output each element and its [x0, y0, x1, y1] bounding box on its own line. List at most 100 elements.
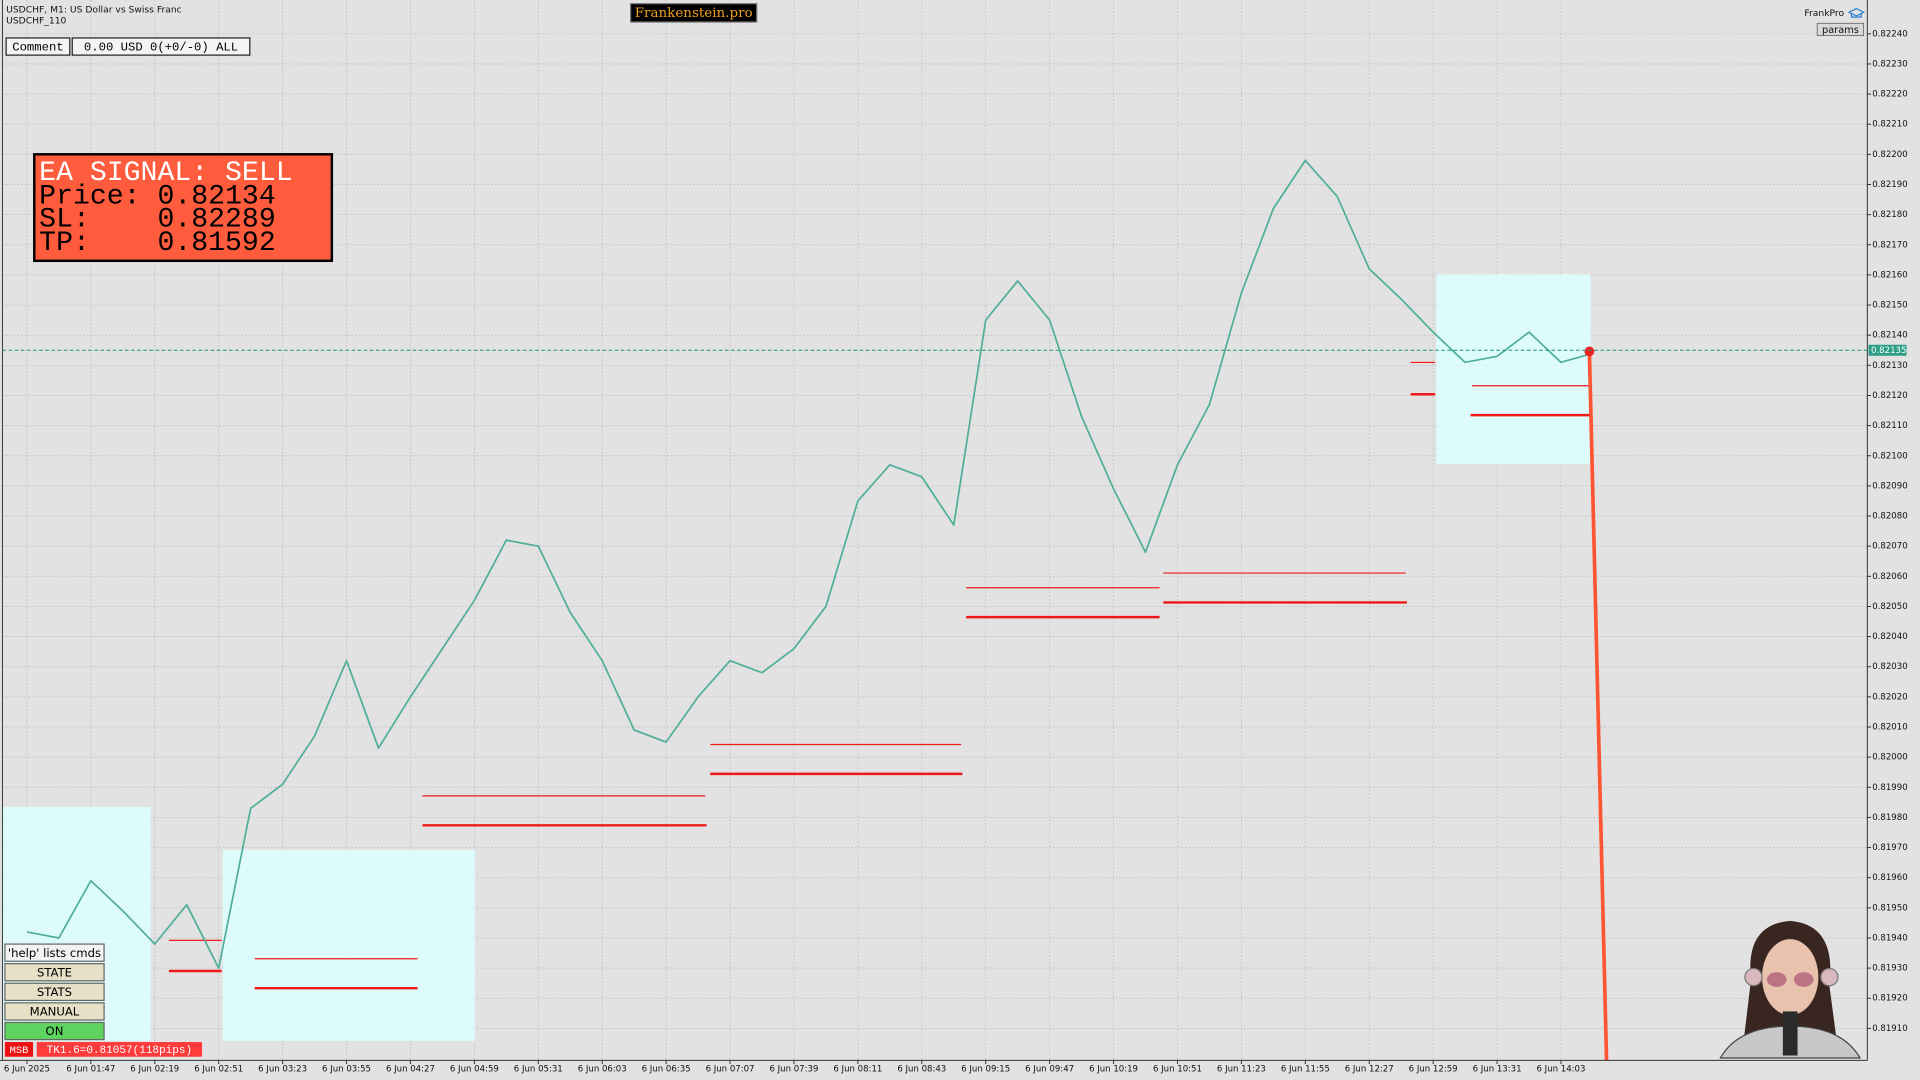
- x-tick-label: 6 Jun 14:03: [1537, 1064, 1586, 1074]
- button-label: MANUAL: [30, 1005, 80, 1019]
- x-tick-label: 6 Jun 08:11: [833, 1064, 882, 1074]
- y-tick-label: 0.82130: [1872, 361, 1907, 371]
- signal-line: Price: 0.82134: [39, 181, 276, 212]
- button-label: 'help' lists cmds: [8, 946, 101, 960]
- x-tick-label: 6 Jun 07:07: [706, 1064, 755, 1074]
- avatar-face: [1762, 939, 1819, 1016]
- avatar-glasses: [1793, 972, 1814, 987]
- zone: [1436, 274, 1591, 465]
- y-tick-label: 0.82220: [1872, 90, 1907, 100]
- y-tick-label: 0.82110: [1872, 421, 1907, 431]
- avatar-neck: [1782, 1011, 1798, 1056]
- on-button[interactable]: [4, 1021, 105, 1041]
- status-tag: MSB: [10, 1045, 29, 1057]
- x-tick-label: 6 Jun 04:59: [450, 1064, 499, 1074]
- x-tick-label: 6 Jun 11:55: [1281, 1064, 1330, 1074]
- status-tag-box: [4, 1042, 34, 1057]
- x-tick-label: 6 Jun 09:47: [1025, 1064, 1074, 1074]
- levels: [168, 361, 1590, 990]
- x-tick-label: 6 Jun 02:51: [194, 1064, 243, 1074]
- x-tick-label: 6 Jun 03:23: [258, 1064, 307, 1074]
- x-tick-label: 6 Jun 03:55: [322, 1064, 371, 1074]
- y-tick-label: 0.82080: [1872, 512, 1907, 522]
- y-tick-label: 0.81990: [1872, 783, 1907, 793]
- help-button[interactable]: [4, 943, 105, 962]
- x-tick-label: 6 Jun 04:27: [386, 1064, 435, 1074]
- button-label: STATS: [37, 985, 72, 999]
- signal-line: SL: 0.82289: [39, 205, 276, 236]
- y-tick-label: 0.82210: [1872, 120, 1907, 130]
- y-tick-label: 0.82010: [1872, 722, 1907, 732]
- y-tick-label: 0.82140: [1872, 331, 1907, 341]
- stats-button[interactable]: [4, 982, 105, 1002]
- avatar-headphone: [1820, 967, 1839, 987]
- x-tick-label: 6 Jun 10:19: [1089, 1064, 1138, 1074]
- y-tick-label: 0.82180: [1872, 210, 1907, 220]
- x-tick-label: 6 Jun 13:31: [1473, 1064, 1522, 1074]
- current-price-box: [1868, 344, 1907, 356]
- params-button[interactable]: [1816, 22, 1865, 36]
- user-name: FrankPro: [1804, 8, 1844, 19]
- y-tick-label: 0.81950: [1872, 903, 1907, 913]
- y-tick-label: 0.82030: [1872, 662, 1907, 672]
- y-tick-label: 0.82230: [1872, 59, 1907, 69]
- state-button[interactable]: [4, 963, 105, 982]
- chart-title: USDCHF, M1: US Dollar vs Swiss Franc: [6, 4, 182, 15]
- x-tick-label: 6 Jun 05:31: [514, 1064, 563, 1074]
- y-tick-label: 0.82200: [1872, 150, 1907, 160]
- signal-marker: [1584, 346, 1595, 357]
- x-tick-label: 6 Jun 09:15: [961, 1064, 1010, 1074]
- comment-value-box: [71, 37, 251, 56]
- avatar-glasses: [1766, 972, 1787, 987]
- signal-panel: [33, 153, 334, 263]
- x-tick-label: 6 Jun 06:03: [578, 1064, 627, 1074]
- user-icon: [1847, 7, 1866, 18]
- manual-button[interactable]: [4, 1002, 105, 1021]
- zone: [2, 806, 151, 1041]
- y-tick-label: 0.82240: [1872, 29, 1907, 39]
- comment-label-box: [5, 37, 71, 56]
- button-label: ON: [46, 1024, 64, 1038]
- avatar-headphone: [1744, 967, 1763, 987]
- price-line: [26, 159, 1594, 969]
- y-tick-label: 0.82000: [1872, 753, 1907, 763]
- y-tick-label: 0.82190: [1872, 180, 1907, 190]
- y-tick-label: 0.82150: [1872, 301, 1907, 311]
- y-tick-label: 0.82020: [1872, 692, 1907, 702]
- y-tick-label: 0.81930: [1872, 964, 1907, 974]
- y-tick-label: 0.81980: [1872, 813, 1907, 823]
- y-tick-label: 0.82070: [1872, 542, 1907, 552]
- comment-label: Comment: [12, 40, 63, 54]
- zone: [222, 849, 476, 1041]
- x-tick-label: 6 Jun 12:59: [1409, 1064, 1458, 1074]
- price-series: [26, 159, 1594, 969]
- button-label: STATE: [37, 965, 72, 979]
- y-tick-label: 0.82060: [1872, 572, 1907, 582]
- brand: Frankenstein.pro: [635, 6, 753, 21]
- y-tick-label: 0.82040: [1872, 632, 1907, 642]
- x-tick-label: 6 Jun 2025: [4, 1064, 50, 1074]
- y-tick-label: 0.82100: [1872, 451, 1907, 461]
- x-tick-label: 6 Jun 10:51: [1153, 1064, 1202, 1074]
- y-tick-label: 0.81910: [1872, 1024, 1907, 1034]
- y-tick-label: 0.82120: [1872, 391, 1907, 401]
- chart-subtitle: USDCHF_110: [6, 15, 66, 26]
- y-tick-label: 0.82160: [1872, 270, 1907, 280]
- y-tick-label: 0.81920: [1872, 994, 1907, 1004]
- x-tick-label: 6 Jun 11:23: [1217, 1064, 1266, 1074]
- params-label: params: [1822, 25, 1859, 36]
- avatar: [1719, 920, 1862, 1059]
- brand-box: [630, 3, 758, 23]
- current-price-label: 0.82135: [1871, 346, 1906, 356]
- x-tick-label: 6 Jun 06:35: [642, 1064, 691, 1074]
- y-tick-label: 0.82050: [1872, 602, 1907, 612]
- signal-line: EA SIGNAL: SELL: [39, 158, 292, 189]
- signal-line: TP: 0.81592: [39, 228, 276, 259]
- x-tick-label: 6 Jun 12:27: [1345, 1064, 1394, 1074]
- x-tick-label: 6 Jun 07:39: [769, 1064, 818, 1074]
- comment-value: 0.00 USD 0(+0/-0) ALL: [84, 40, 238, 54]
- x-tick-label: 6 Jun 02:19: [130, 1064, 179, 1074]
- status-text: TK1.6=0.81057(118pips): [47, 1045, 192, 1057]
- x-tick-label: 6 Jun 01:47: [66, 1064, 115, 1074]
